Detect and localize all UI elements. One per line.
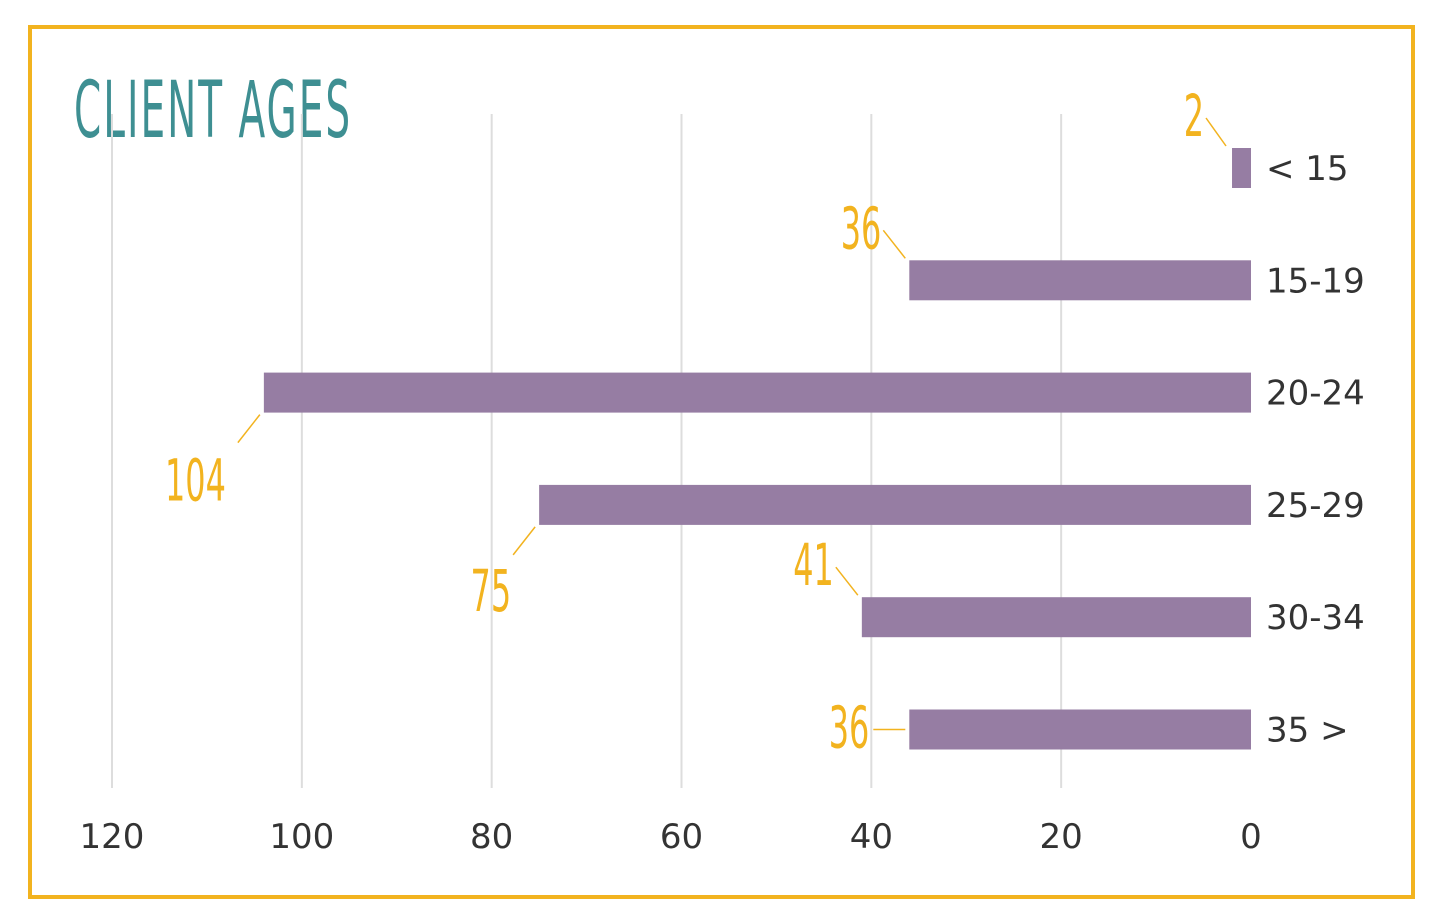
bar-1 <box>909 260 1251 301</box>
bar-4 <box>861 597 1251 638</box>
data-label: 75 <box>471 559 512 626</box>
x-tick-label: 60 <box>660 817 703 857</box>
chart-frame <box>28 25 1415 899</box>
x-tick-label: 40 <box>850 817 893 857</box>
category-label: 30-34 <box>1266 598 1365 638</box>
leader-line <box>512 526 536 556</box>
category-label: < 15 <box>1266 149 1349 189</box>
data-label: 36 <box>841 196 882 263</box>
bar-5 <box>909 709 1251 750</box>
data-label: 2 <box>1184 84 1204 151</box>
gridlines <box>111 114 1063 788</box>
category-label: 15-19 <box>1266 261 1365 301</box>
leader-lines <box>237 117 1227 731</box>
category-label: 20-24 <box>1266 374 1365 414</box>
data-labels: 2 36 104 75 41 36 <box>165 84 1204 762</box>
leader-line <box>882 229 906 259</box>
x-tick-label: 120 <box>80 817 145 857</box>
leader-line <box>1205 117 1227 147</box>
bar-0 <box>1232 148 1251 188</box>
x-tick-label: 100 <box>269 817 334 857</box>
x-tick-label: 0 <box>1240 817 1262 857</box>
x-tick-label: 20 <box>1040 817 1083 857</box>
category-label: 35 > <box>1266 711 1349 751</box>
chart-title: CLIENT AGES <box>74 66 353 156</box>
bar-3 <box>539 484 1251 525</box>
data-label: 41 <box>793 533 834 600</box>
leader-line <box>237 414 261 444</box>
category-labels: < 15 15-19 20-24 25-29 30-34 35 > <box>1266 149 1365 751</box>
leader-line <box>835 566 859 596</box>
x-axis-ticks: 120 100 80 60 40 20 0 <box>80 817 1262 857</box>
x-tick-label: 80 <box>470 817 513 857</box>
bars <box>263 148 1251 750</box>
category-label: 25-29 <box>1266 486 1365 526</box>
data-label: 36 <box>829 695 870 762</box>
data-label: 104 <box>165 449 226 516</box>
bar-2 <box>263 372 1251 413</box>
